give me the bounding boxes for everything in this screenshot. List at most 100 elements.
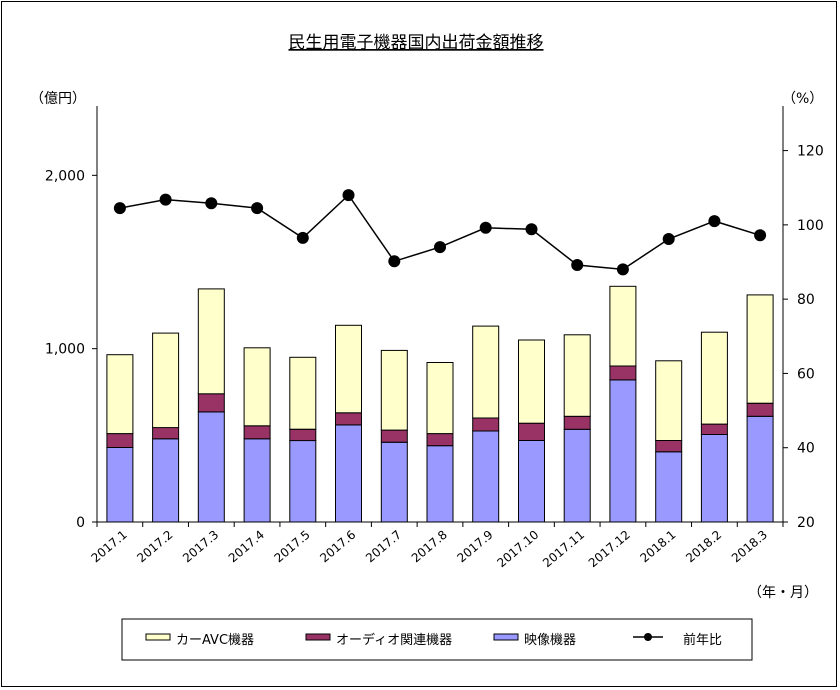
point-yoy-2017.12 xyxy=(616,263,629,276)
point-yoy-2017.3 xyxy=(205,197,218,210)
bar-video-2018.2 xyxy=(700,434,728,523)
bars-layer xyxy=(106,285,774,523)
bar-video-2017.1 xyxy=(106,447,134,523)
point-yoy-2017.6 xyxy=(342,189,355,202)
left-axis-unit: （億円） xyxy=(30,91,86,107)
bar-video-2017.4 xyxy=(243,438,271,523)
chart-title: 民生用電子機器国内出荷金額推移 xyxy=(289,33,544,53)
bar-video-2017.6 xyxy=(335,424,362,523)
legend-swatch-video xyxy=(493,633,519,641)
bar-audio-2017.4 xyxy=(243,425,271,440)
left-tick-label: 1,000 xyxy=(45,342,85,358)
category-label-2018.2: 2018.2 xyxy=(683,528,724,566)
point-yoy-2017.2 xyxy=(159,193,172,206)
bar-car-avc-2018.2 xyxy=(700,331,728,425)
right-tick-label: 100 xyxy=(797,218,824,234)
category-label-2017.7: 2017.7 xyxy=(363,528,404,566)
bar-video-2018.1 xyxy=(655,451,683,523)
bar-audio-2018.1 xyxy=(655,440,683,453)
right-tick-label: 60 xyxy=(797,366,815,382)
legend-swatch-car-avc xyxy=(145,633,171,641)
ticks-layer: 0 1,000 2,000 20 40 60 80 100 120 xyxy=(45,144,824,531)
category-label-2017.9: 2017.9 xyxy=(454,528,495,566)
bar-car-avc-2017.4 xyxy=(243,347,271,427)
bar-car-avc-2018.3 xyxy=(746,294,774,404)
point-yoy-2017.5 xyxy=(296,231,309,244)
line-layer xyxy=(113,189,767,276)
category-label-2017.5: 2017.5 xyxy=(272,528,313,566)
point-yoy-2017.8 xyxy=(434,241,446,254)
bar-video-2017.5 xyxy=(289,440,317,523)
bar-audio-2017.3 xyxy=(197,393,225,413)
bar-audio-2017.1 xyxy=(106,433,134,449)
category-label-2017.10: 2017.10 xyxy=(494,528,541,571)
bar-video-2017.8 xyxy=(426,445,454,523)
x-axis-unit: （年・月） xyxy=(748,585,818,601)
bar-audio-2017.12 xyxy=(609,365,637,381)
category-label-2017.6: 2017.6 xyxy=(317,528,358,566)
bar-audio-2017.6 xyxy=(335,412,362,426)
bar-car-avc-2017.6 xyxy=(335,324,362,414)
legend-label-audio: オーディオ関連機器 xyxy=(336,632,452,648)
legend-label-video: 映像機器 xyxy=(524,633,576,648)
point-yoy-2017.11 xyxy=(571,259,584,271)
right-tick-label: 40 xyxy=(797,441,815,457)
bar-audio-2017.5 xyxy=(289,428,317,442)
category-label-2017.8: 2017.8 xyxy=(409,528,450,566)
category-label-2018.3: 2018.3 xyxy=(729,528,770,566)
bar-car-avc-2017.7 xyxy=(380,349,408,431)
bar-audio-2017.10 xyxy=(518,422,545,442)
point-yoy-2018.2 xyxy=(708,215,721,228)
category-label-2017.4: 2017.4 xyxy=(226,528,267,566)
bar-car-avc-2017.12 xyxy=(609,285,637,367)
bar-audio-2017.8 xyxy=(426,433,454,447)
category-label-2018.1: 2018.1 xyxy=(637,528,678,566)
point-yoy-2017.4 xyxy=(251,202,264,215)
legend-marker-yoy xyxy=(644,633,652,641)
bar-video-2018.3 xyxy=(746,415,774,523)
point-yoy-2017.10 xyxy=(525,223,538,236)
left-tick-label: 0 xyxy=(76,515,85,531)
category-labels: 2017.1 2017.2 2017.3 2017.4 2017.5 2017.6 2017… xyxy=(89,528,770,571)
category-label-2017.11: 2017.11 xyxy=(540,528,587,571)
bar-car-avc-2017.2 xyxy=(152,332,180,429)
bar-video-2017.12 xyxy=(609,379,637,523)
bar-audio-2018.3 xyxy=(746,402,774,417)
bar-car-avc-2017.11 xyxy=(563,334,591,417)
bar-audio-2018.2 xyxy=(700,423,728,436)
category-label-2017.12: 2017.12 xyxy=(586,528,633,571)
point-yoy-2017.1 xyxy=(113,202,126,215)
bar-video-2017.3 xyxy=(197,411,225,523)
right-tick-label: 120 xyxy=(797,144,824,160)
right-tick-label: 20 xyxy=(797,515,815,531)
bar-audio-2017.2 xyxy=(152,427,180,440)
point-yoy-2018.3 xyxy=(754,229,767,242)
axes-layer xyxy=(96,106,784,527)
right-axis-unit: （%） xyxy=(782,91,823,107)
bar-video-2017.9 xyxy=(472,430,500,523)
bar-car-avc-2017.3 xyxy=(197,288,225,395)
bar-car-avc-2018.1 xyxy=(655,360,683,441)
bar-video-2017.10 xyxy=(518,440,545,523)
bar-audio-2017.11 xyxy=(563,415,591,430)
bar-video-2017.2 xyxy=(152,438,180,523)
legend-swatch-audio xyxy=(305,633,331,641)
left-tick-label: 2,000 xyxy=(45,168,85,184)
bar-video-2017.11 xyxy=(563,428,591,523)
bar-car-avc-2017.9 xyxy=(472,325,500,419)
point-yoy-2017.7 xyxy=(388,255,401,268)
point-yoy-2017.9 xyxy=(479,221,492,234)
bar-video-2017.7 xyxy=(380,441,408,523)
bar-car-avc-2017.10 xyxy=(518,339,545,424)
legend-label-yoy: 前年比 xyxy=(683,632,722,648)
category-label-2017.2: 2017.2 xyxy=(134,528,175,566)
legend: カーAVC機器 オーディオ関連機器 映像機器 前年比 xyxy=(121,618,753,661)
category-label-2017.3: 2017.3 xyxy=(180,528,221,566)
bar-car-avc-2017.5 xyxy=(289,356,317,430)
legend-label-car-avc: カーAVC機器 xyxy=(176,633,254,648)
bar-audio-2017.7 xyxy=(380,429,408,443)
bar-car-avc-2017.1 xyxy=(106,354,134,435)
right-tick-label: 80 xyxy=(797,292,815,308)
